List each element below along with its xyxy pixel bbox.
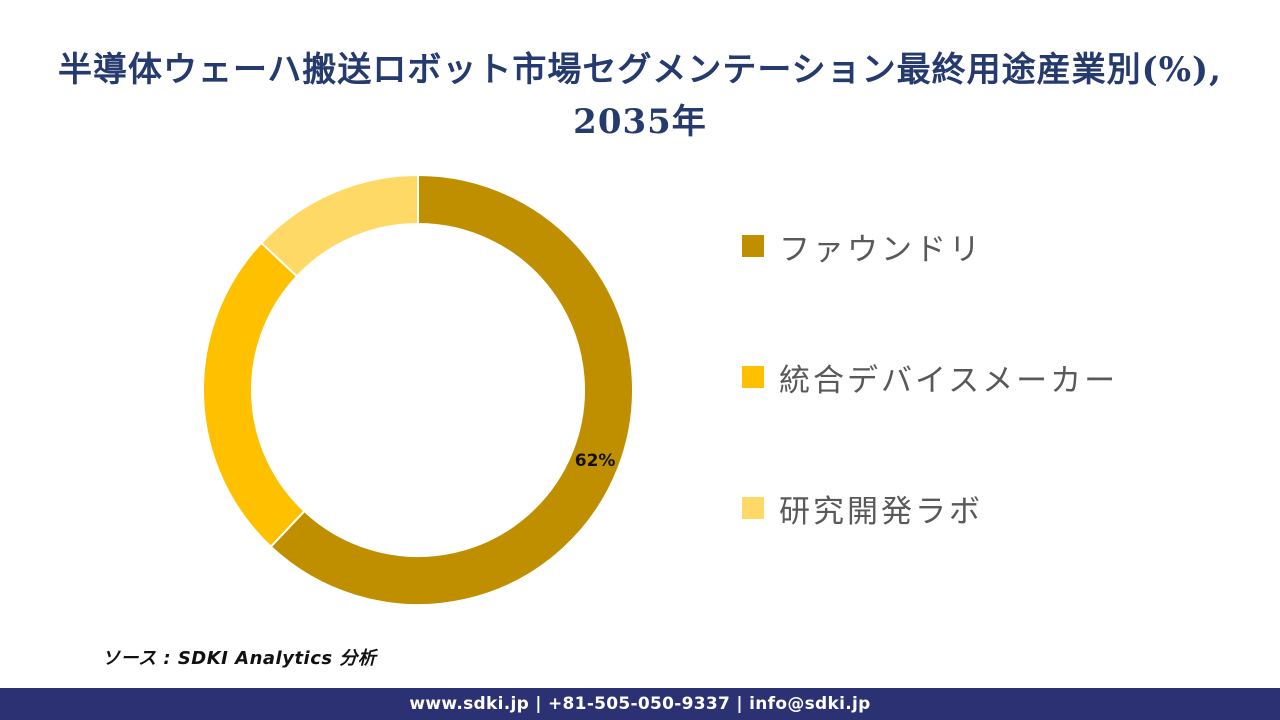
legend-item-idm: 統合デバイスメーカー bbox=[742, 355, 1118, 399]
donut-segment-2 bbox=[260, 174, 419, 278]
chart-title: 半導体ウェーハ搬送ロボット市場セグメンテーション最終用途産業別(%), 2035… bbox=[0, 44, 1280, 148]
donut-data-label: 62% bbox=[575, 451, 616, 471]
legend-label-rnd-labs: 研究開発ラボ bbox=[779, 493, 983, 530]
chart-legend: ファウンドリ 統合デバイスメーカー 研究開発ラボ bbox=[742, 0, 1212, 720]
footer-bar: www.sdki.jp | +81-505-050-9337 | info@sd… bbox=[0, 688, 1280, 720]
chart-title-line1: 半導体ウェーハ搬送ロボット市場セグメンテーション最終用途産業別(%), bbox=[58, 50, 1222, 90]
legend-marker-rnd-labs-icon bbox=[742, 497, 764, 519]
legend-marker-foundry-icon bbox=[742, 235, 764, 257]
donut-segment-0 bbox=[269, 174, 634, 606]
legend-item-foundry: ファウンドリ bbox=[742, 224, 983, 268]
legend-marker-idm-icon bbox=[742, 366, 764, 388]
legend-item-rnd-labs: 研究開発ラボ bbox=[742, 486, 983, 530]
donut-chart: 62% bbox=[202, 174, 634, 606]
legend-label-idm: 統合デバイスメーカー bbox=[779, 362, 1119, 399]
source-note: ソース : SDKI Analytics 分析 bbox=[102, 648, 377, 669]
footer-contact-text: www.sdki.jp | +81-505-050-9337 | info@sd… bbox=[409, 694, 871, 714]
donut-segment-1 bbox=[202, 241, 306, 548]
chart-title-line2: 2035年 bbox=[573, 102, 707, 142]
legend-label-foundry: ファウンドリ bbox=[779, 231, 983, 268]
